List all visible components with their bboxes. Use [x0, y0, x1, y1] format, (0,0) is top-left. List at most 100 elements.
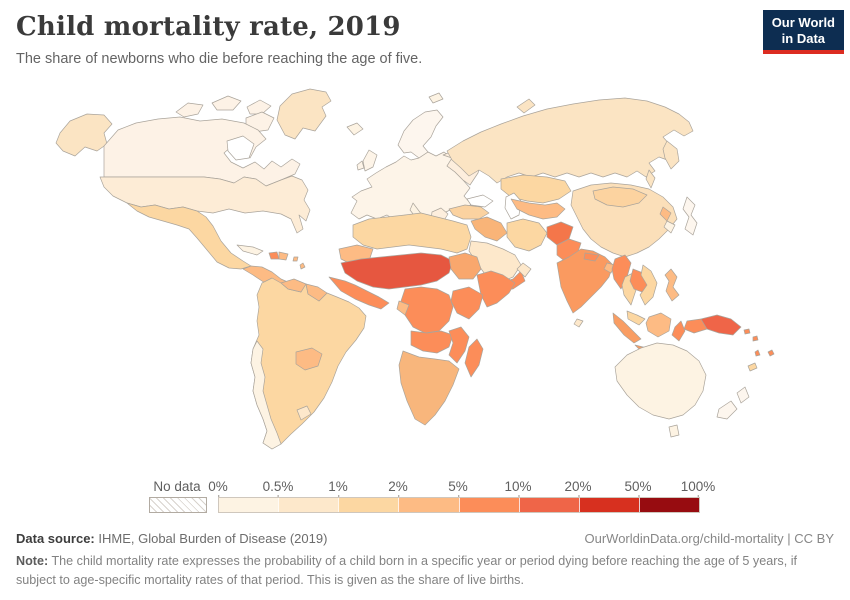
legend-bin[interactable]: [398, 498, 459, 512]
region-central-asia[interactable]: [510, 198, 566, 220]
legend-ticks: 0% 0.5% 1% 2% 5% 10% 20% 50% 100%: [208, 479, 715, 499]
region-mozambique-zimbabwe[interactable]: [448, 326, 470, 364]
legend-bin[interactable]: [338, 498, 399, 512]
region-north-africa[interactable]: [352, 212, 472, 254]
region-new-zealand-north[interactable]: [736, 386, 750, 404]
owid-logo-line1: Our World: [771, 15, 835, 30]
region-arctic-islands[interactable]: [211, 95, 242, 111]
legend-bin[interactable]: [219, 498, 279, 512]
region-nepal[interactable]: [583, 252, 600, 262]
region-sulawesi[interactable]: [671, 320, 686, 342]
region-canada[interactable]: [103, 116, 301, 187]
region-solomon-islands[interactable]: [743, 328, 751, 335]
region-new-zealand-south[interactable]: [716, 400, 738, 420]
region-dominican-republic[interactable]: [278, 251, 289, 261]
chart-subtitle: The share of newborns who die before rea…: [16, 51, 423, 67]
region-arctic-islands[interactable]: [175, 102, 204, 118]
data-source-label: Data source:: [16, 531, 95, 546]
note-text: Note: The child mortality rate expresses…: [16, 552, 836, 589]
region-iran[interactable]: [506, 218, 548, 252]
water-black-sea: [466, 194, 494, 208]
owid-logo[interactable]: Our World in Data: [762, 10, 844, 54]
region-sumatra[interactable]: [612, 312, 642, 344]
legend-tick-label: 100%: [680, 479, 716, 499]
region-australia[interactable]: [614, 342, 707, 420]
region-vanuatu[interactable]: [754, 349, 761, 357]
region-scandinavia[interactable]: [397, 109, 444, 159]
region-borneo[interactable]: [645, 312, 672, 338]
legend-tick-label: 0.5%: [262, 479, 294, 499]
region-gabon[interactable]: [396, 300, 410, 316]
region-middle-east[interactable]: [470, 216, 508, 242]
region-angola-zambia[interactable]: [410, 330, 454, 354]
region-guyanas[interactable]: [305, 283, 328, 302]
legend-bin[interactable]: [638, 498, 699, 512]
region-greenland[interactable]: [276, 88, 332, 140]
region-uruguay[interactable]: [296, 405, 312, 421]
region-united-kingdom[interactable]: [362, 149, 378, 172]
region-lesser-antilles[interactable]: [299, 262, 306, 270]
region-novaya-zemlya[interactable]: [516, 98, 536, 114]
region-sri-lanka[interactable]: [573, 318, 584, 328]
region-fiji[interactable]: [767, 349, 775, 357]
region-cuba[interactable]: [236, 244, 264, 256]
region-kazakhstan[interactable]: [500, 174, 572, 204]
region-horn-of-africa[interactable]: [476, 270, 516, 308]
legend-bin[interactable]: [278, 498, 339, 512]
water-caspian-sea: [504, 192, 522, 220]
owid-link[interactable]: OurWorldinData.org/child-mortality | CC …: [584, 531, 835, 546]
owid-logo-line2: in Data: [781, 31, 826, 46]
region-iceland[interactable]: [346, 122, 364, 136]
legend-bar[interactable]: [218, 497, 700, 513]
legend-tick-label: 10%: [504, 479, 532, 499]
region-tasmania[interactable]: [668, 424, 680, 438]
region-vietnam[interactable]: [639, 264, 658, 306]
region-alaska[interactable]: [55, 113, 113, 157]
region-southern-africa[interactable]: [398, 350, 460, 426]
region-new-caledonia[interactable]: [747, 362, 758, 372]
legend-tick-label: 1%: [328, 479, 348, 499]
region-philippines[interactable]: [664, 268, 680, 302]
region-haiti[interactable]: [268, 251, 280, 260]
data-source-text: IHME, Global Burden of Disease (2019): [94, 531, 328, 546]
region-sahel[interactable]: [340, 252, 454, 290]
region-mexico[interactable]: [126, 202, 252, 270]
legend-bin[interactable]: [458, 498, 519, 512]
legend-bin[interactable]: [578, 498, 639, 512]
region-solomon-islands[interactable]: [752, 335, 759, 342]
data-source-line: Data source: IHME, Global Burden of Dise…: [16, 531, 327, 546]
region-arctic-islands[interactable]: [246, 99, 272, 115]
region-russia[interactable]: [446, 97, 694, 184]
region-china[interactable]: [570, 182, 678, 258]
region-chile[interactable]: [250, 340, 282, 450]
region-ireland[interactable]: [356, 160, 365, 171]
region-madagascar[interactable]: [464, 338, 484, 378]
page-title: Child mortality rate, 2019: [16, 12, 401, 42]
region-turkey[interactable]: [448, 204, 490, 220]
region-puerto-rico[interactable]: [292, 256, 299, 262]
legend-tick-label: 0%: [208, 479, 228, 499]
legend-no-data-swatch[interactable]: [149, 497, 207, 513]
legend-tick-label: 50%: [624, 479, 652, 499]
region-west-papua[interactable]: [683, 318, 708, 334]
region-south-korea[interactable]: [663, 220, 676, 234]
region-svalbard[interactable]: [428, 92, 444, 104]
region-india[interactable]: [556, 248, 614, 314]
region-west-africa-coast[interactable]: [328, 276, 390, 310]
region-malaysia[interactable]: [626, 310, 646, 326]
region-venezuela[interactable]: [280, 278, 307, 293]
region-oman[interactable]: [516, 262, 532, 278]
legend-bin[interactable]: [518, 498, 579, 512]
legend-tick-label: 2%: [388, 479, 408, 499]
region-congo-basin[interactable]: [400, 286, 454, 334]
region-mongolia[interactable]: [592, 186, 648, 208]
region-bolivia[interactable]: [295, 347, 323, 371]
region-kamchatka[interactable]: [662, 140, 680, 170]
region-japan[interactable]: [682, 196, 698, 236]
region-sakhalin[interactable]: [645, 169, 656, 189]
region-east-africa[interactable]: [450, 286, 484, 320]
region-sudan[interactable]: [448, 252, 482, 280]
region-papua-new-guinea[interactable]: [700, 314, 742, 336]
